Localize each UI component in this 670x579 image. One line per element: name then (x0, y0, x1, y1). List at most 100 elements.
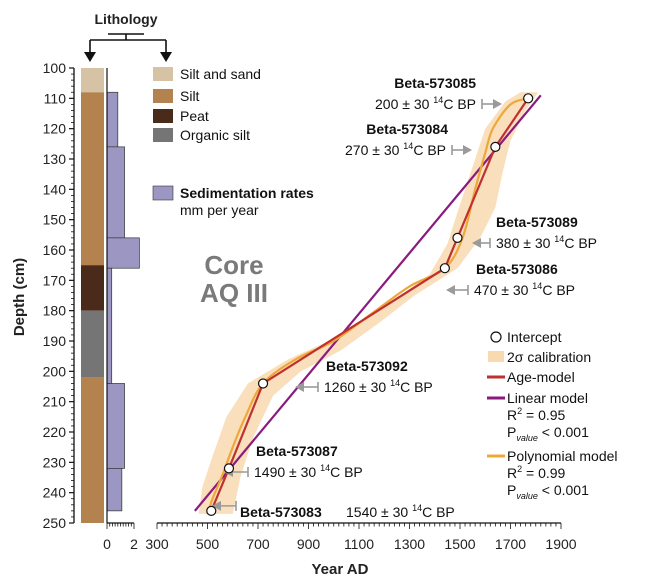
lithology-heading-group: Lithology (84, 11, 172, 62)
x-tick-label: 300 (145, 536, 169, 552)
sample-name-label: Beta-573092 (326, 358, 408, 374)
sample-name-label: Beta-573086 (476, 261, 558, 277)
y-tick-label: 210 (43, 394, 67, 410)
lithology-layer-silt-and-sand (81, 68, 104, 93)
legend-age-model-label: Age-model (507, 369, 575, 385)
sed-x-tick-label: 0 (103, 536, 111, 552)
legend-label-silt: Silt (180, 88, 200, 104)
y-tick-label: 120 (43, 121, 67, 137)
sample-intercept-marker (452, 232, 463, 243)
x-tick-label: 1100 (344, 536, 374, 552)
legend-calibration-swatch (488, 351, 504, 362)
sample-arrow-head (295, 382, 304, 392)
legend-label-silt-and-sand: Silt and sand (180, 66, 261, 82)
legend-label-sed-rate: Sedimentation rates (180, 185, 314, 201)
sed-rate-bar (106, 383, 125, 469)
legend-intercept-marker (490, 331, 502, 343)
y-tick-label: 150 (43, 212, 67, 228)
lithology-column (81, 68, 104, 523)
legend-poly-model-label: Polynomial model (507, 448, 618, 464)
lithology-layer-silt (81, 92, 104, 266)
lithology-arrow-left (84, 52, 96, 62)
legend-label-organic-silt: Organic silt (180, 127, 250, 143)
sed-rate-bar (106, 91, 119, 148)
sample-name-label: Beta-573087 (256, 443, 338, 459)
legend-linear-model-label: Linear model (507, 390, 588, 406)
x-tick-label: 1900 (545, 536, 576, 552)
x-axis-title: Year AD (312, 561, 369, 578)
x-tick-label: 900 (297, 536, 321, 552)
y-tick-label: 130 (43, 151, 67, 167)
sed-rate-bar (106, 468, 123, 512)
sample-intercept-marker (523, 93, 534, 104)
lithology-legend: Silt and sand Silt Peat Organic silt Sed… (152, 66, 314, 218)
legend-swatch-sed-rate (152, 185, 174, 201)
legend-swatch-peat (153, 109, 173, 123)
sed-rate-bar (106, 267, 113, 384)
y-tick-label: 180 (43, 303, 67, 319)
sample-intercept-marker (206, 505, 217, 516)
legend-poly-r2: R2 = 0.99 (507, 464, 566, 481)
sample-intercept-marker (257, 378, 269, 389)
y-tick-label: 100 (43, 60, 67, 76)
lithology-heading: Lithology (95, 11, 158, 27)
sed-rate-bar (106, 146, 125, 239)
legend-poly-p: Pvalue < 0.001 (507, 482, 589, 501)
legend-label-peat: Peat (180, 108, 209, 124)
core-title-line1: Core (204, 250, 263, 280)
x-tick-label: 1700 (495, 536, 526, 552)
sample-name-label: Beta-573089 (496, 214, 578, 230)
x-tick-label: 1300 (394, 536, 425, 552)
y-tick-label: 220 (43, 424, 67, 440)
y-tick-label: 250 (43, 515, 67, 531)
sample-intercept-marker (439, 263, 450, 274)
model-legend: Intercept 2σ calibration Age-model Linea… (487, 329, 618, 501)
lithology-layer-organic-silt (81, 310, 104, 378)
legend-linear-p: Pvalue < 0.001 (507, 424, 589, 443)
sample-intercept-marker (490, 141, 501, 152)
y-tick-label: 140 (43, 181, 67, 197)
legend-linear-r2: R2 = 0.95 (507, 406, 566, 423)
lithology-layer-peat (81, 265, 104, 311)
sample-arrow-head (446, 285, 455, 295)
lithology-layer-silt (81, 377, 104, 523)
sample-age-label: 200 ± 30 14C BP (375, 95, 476, 112)
y-tick-label: 110 (44, 90, 67, 106)
legend-label-sed-unit: mm per year (180, 202, 259, 218)
linear-model-line (194, 94, 542, 512)
x-tick-label: 500 (196, 536, 220, 552)
axes: 100 110 120 130 140 150 160 170 180 190 200 210 220 2… (43, 60, 577, 552)
sedimentation-rate-bars (106, 91, 140, 512)
legend-swatch-organic-silt (153, 128, 173, 142)
sample-age-label: 270 ± 30 14C BP (345, 141, 446, 158)
legend-swatch-silt (153, 89, 173, 103)
legend-swatch-silt-and-sand (153, 67, 173, 81)
sample-arrow-head (472, 238, 481, 248)
y-tick-label: 170 (43, 272, 67, 288)
sample-age-label: 1490 ± 30 14C BP (254, 463, 363, 480)
sample-name-label: Beta-573085 (394, 75, 476, 91)
y-tick-label: 190 (43, 333, 67, 349)
sample-name-label: Beta-573084 (366, 121, 448, 137)
y-tick-label: 160 (43, 242, 67, 258)
sample-age-label: 380 ± 30 14C BP (496, 234, 597, 251)
sample-age-label: 1260 ± 30 14C BP (324, 378, 433, 395)
y-tick-label: 240 (43, 485, 67, 501)
y-tick-label: 230 (43, 454, 67, 470)
sample-arrow-head (493, 99, 502, 109)
lithology-arrow-right (160, 52, 172, 62)
y-tick-label: 200 (43, 363, 67, 379)
sed-rate-bar (106, 237, 140, 269)
sample-arrow-head (463, 145, 472, 155)
sample-age-label: 470 ± 30 14C BP (474, 281, 575, 298)
sample-annotations: Beta-573085 200 ± 30 14C BP Beta-573084 270… (206, 75, 597, 520)
sample-age-label: 1540 ± 30 14C BP (346, 503, 455, 520)
core-title: Core AQ III (200, 250, 268, 308)
sample-intercept-marker (223, 463, 235, 474)
sample-arrow-head (212, 500, 221, 511)
x-tick-label: 700 (246, 536, 270, 552)
core-title-line2: AQ III (200, 278, 268, 308)
legend-calibration-label: 2σ calibration (507, 349, 591, 365)
x-tick-label: 1500 (444, 536, 475, 552)
